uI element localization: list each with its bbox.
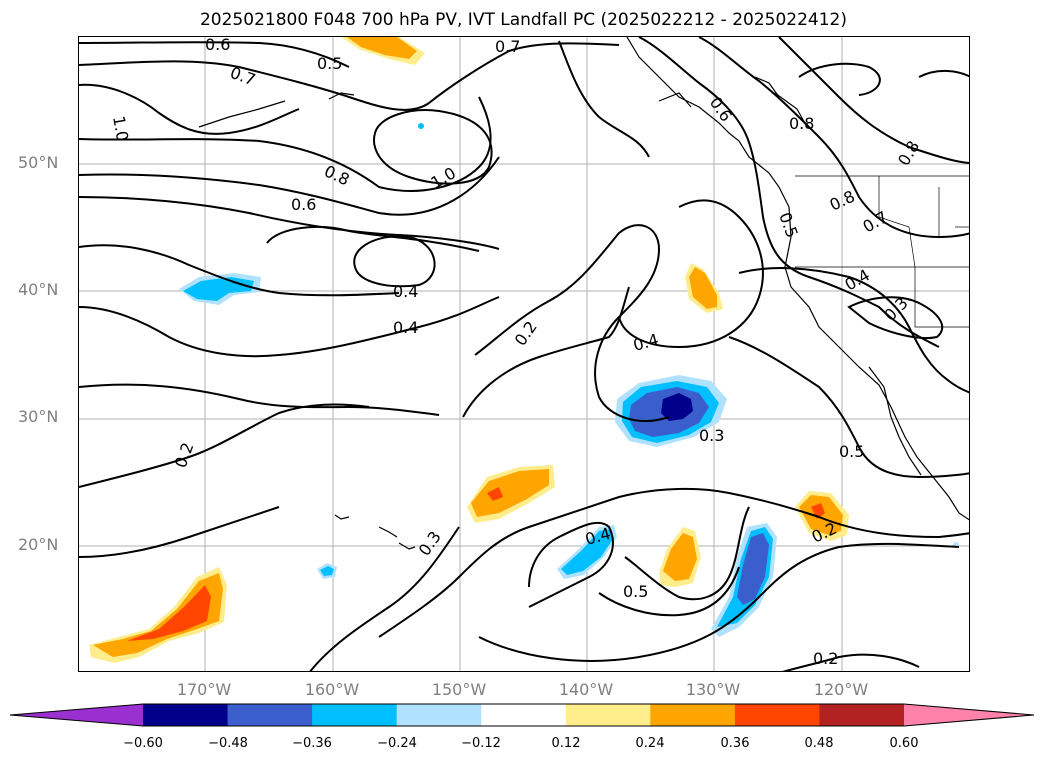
lon-label: 140°W — [558, 680, 614, 699]
contour-label: 0.5 — [775, 210, 802, 240]
lon-label: 150°W — [431, 680, 487, 699]
contour-label: 0.4 — [842, 265, 874, 294]
contour-label: 0.7 — [228, 63, 258, 90]
lon-label: 170°W — [176, 680, 232, 699]
colorbar — [10, 703, 1035, 727]
contour-label: 0.8 — [789, 114, 814, 133]
contour-label: 0.5 — [839, 442, 864, 461]
coastlines — [198, 37, 969, 550]
colorbar-extend-low — [10, 704, 143, 726]
contour-label: 0.4 — [631, 330, 661, 355]
contour-label: 0.4 — [393, 282, 418, 301]
contour-label: 0.6 — [205, 37, 230, 54]
contour-label: 1.0 — [109, 114, 132, 142]
contour-label: 0.8 — [321, 161, 352, 189]
lon-label: 130°W — [685, 680, 741, 699]
colorbar-extend-high — [904, 704, 1034, 726]
contour-label: 0.7 — [495, 37, 520, 56]
lat-label: 20°N — [18, 535, 59, 554]
colorbar-segment — [481, 704, 567, 726]
colorbar-segment — [734, 704, 820, 726]
contour-label: 0.5 — [317, 54, 342, 73]
lon-label: 120°W — [813, 680, 869, 699]
colorbar-segment — [312, 704, 398, 726]
contour-label: 0.3 — [699, 426, 724, 445]
contour-label: 0.8 — [827, 187, 858, 215]
contour-label: 0.5 — [623, 582, 648, 601]
colorbar-tick: 0.24 — [635, 736, 665, 751]
colorbar-tick: −0.24 — [377, 736, 417, 751]
pv-contours — [79, 37, 969, 671]
colorbar-segment — [396, 704, 482, 726]
colorbar-tick: 0.48 — [804, 736, 834, 751]
contour-label: 0.7 — [860, 207, 892, 236]
map-panel: 0.6 0.7 0.5 0.7 1.0 0.8 1.0 0.6 0.4 0.4 … — [78, 36, 970, 672]
colorbar-tick: −0.12 — [461, 736, 501, 751]
pv-anomaly-fills — [89, 37, 959, 663]
colorbar-segment — [819, 704, 905, 726]
colorbar-tick: −0.36 — [292, 736, 332, 751]
colorbar-segment — [227, 704, 313, 726]
colorbar-segment — [650, 704, 736, 726]
colorbar-tick: 0.36 — [720, 736, 750, 751]
lat-label: 40°N — [18, 280, 59, 299]
colorbar-tick: 0.60 — [889, 736, 919, 751]
lon-label: 160°W — [304, 680, 360, 699]
colorbar-tick: 0.12 — [551, 736, 581, 751]
lat-label: 30°N — [18, 407, 59, 426]
contour-label: 0.4 — [393, 318, 418, 337]
map-title: 2025021800 F048 700 hPa PV, IVT Landfall… — [199, 10, 847, 30]
lat-label: 50°N — [18, 153, 59, 172]
borders — [795, 175, 969, 328]
colorbar-tick: −0.48 — [208, 736, 248, 751]
colorbar-tick: −0.60 — [123, 736, 163, 751]
contour-label: 0.6 — [706, 93, 736, 125]
contour-label: 0.2 — [813, 649, 838, 668]
colorbar-segment — [565, 704, 651, 726]
map-canvas: 0.6 0.7 0.5 0.7 1.0 0.8 1.0 0.6 0.4 0.4 … — [79, 37, 969, 671]
colorbar-segments — [10, 704, 1034, 726]
contour-label: 0.2 — [171, 440, 198, 470]
contour-label: 0.6 — [291, 195, 316, 214]
colorbar-segment — [143, 704, 229, 726]
contour-labels: 0.6 0.7 0.5 0.7 1.0 0.8 1.0 0.6 0.4 0.4 … — [109, 37, 923, 668]
